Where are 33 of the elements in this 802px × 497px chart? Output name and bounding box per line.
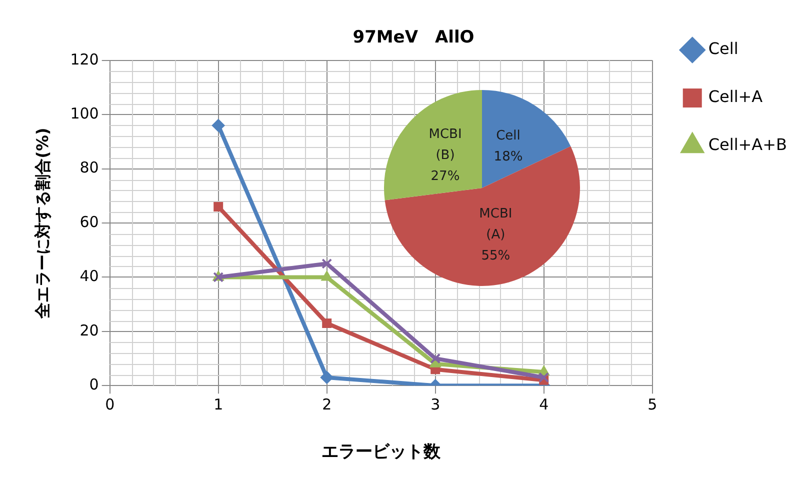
slice-label: Cell <box>496 128 520 144</box>
y-tick-label: 100 <box>70 104 99 122</box>
y-tick-label: 0 <box>89 375 99 394</box>
data-label: 27% <box>430 168 460 184</box>
point <box>538 372 550 383</box>
slice-label: MCBI (B) <box>428 126 462 163</box>
point <box>214 202 224 212</box>
x-tick-label: 3 <box>430 395 440 414</box>
legend-label: Cell+A+B <box>708 135 787 154</box>
point <box>322 258 332 269</box>
y-axis-title: 全エラーに対する割合(%) <box>32 128 52 320</box>
data-label: 18% <box>494 150 523 165</box>
legend-label: Cell <box>708 39 738 58</box>
slice-label: MCBI (A) <box>479 206 512 242</box>
point <box>430 353 441 364</box>
y-tick-label: 20 <box>80 321 99 340</box>
x-tick-label: 0 <box>105 395 115 414</box>
y-tick-label: 80 <box>80 158 99 177</box>
x-axis-title: エラービット数 <box>322 442 442 462</box>
y-tick-label: 40 <box>80 267 99 286</box>
y-tick-label: 120 <box>70 50 99 68</box>
x-tick-label: 2 <box>322 395 332 414</box>
y-tick-label: 60 <box>80 212 99 231</box>
legend-label: Cell+A <box>708 87 763 106</box>
data-label: 55% <box>481 248 510 264</box>
x-tick-label: 5 <box>648 395 658 414</box>
point <box>212 118 225 132</box>
chart-title: 97MeV AllO <box>352 28 474 48</box>
x-tick-label: 1 <box>214 395 224 414</box>
x-tick-label: 4 <box>539 395 549 414</box>
point <box>321 270 333 281</box>
point <box>322 318 332 328</box>
point <box>320 370 334 384</box>
